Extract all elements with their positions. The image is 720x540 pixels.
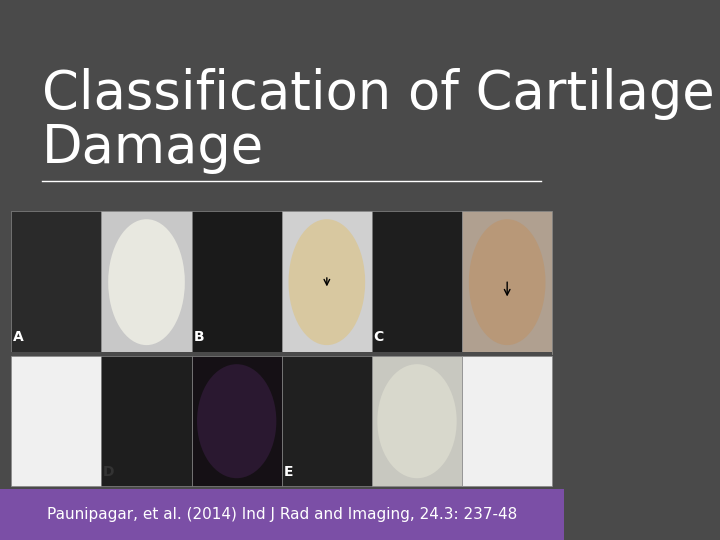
Text: Classification of Cartilage: Classification of Cartilage <box>42 68 715 119</box>
Bar <box>372 356 462 486</box>
Text: Paunipagar, et al. (2014) Ind J Rad and Imaging, 24.3: 237-48: Paunipagar, et al. (2014) Ind J Rad and … <box>47 507 517 522</box>
Bar <box>192 356 282 486</box>
Ellipse shape <box>289 219 365 345</box>
Ellipse shape <box>377 364 456 478</box>
Text: E: E <box>284 465 293 479</box>
Bar <box>192 211 282 354</box>
Bar <box>102 211 192 354</box>
Bar <box>462 356 552 486</box>
Text: Damage: Damage <box>42 122 264 173</box>
Bar <box>372 211 462 354</box>
Ellipse shape <box>469 219 546 345</box>
Bar <box>0 489 564 540</box>
Bar <box>102 356 192 486</box>
Ellipse shape <box>197 364 276 478</box>
Bar <box>12 356 102 486</box>
Bar <box>12 211 102 354</box>
Text: A: A <box>13 330 24 344</box>
Bar <box>282 356 372 486</box>
Text: D: D <box>103 465 114 479</box>
Text: B: B <box>193 330 204 344</box>
Bar <box>462 211 552 354</box>
Ellipse shape <box>108 219 185 345</box>
Bar <box>282 211 372 354</box>
Bar <box>12 352 552 355</box>
Text: C: C <box>374 330 384 344</box>
